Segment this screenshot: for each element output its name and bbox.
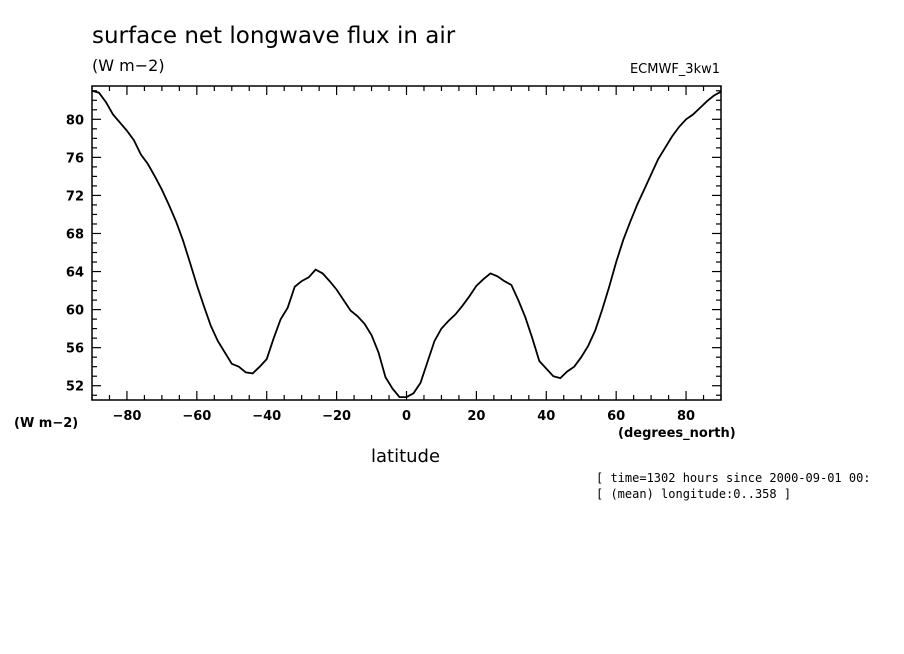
chart-units: (W m−2) xyxy=(92,56,165,75)
y-tick-label: 76 xyxy=(66,151,84,166)
y-tick-label: 80 xyxy=(66,113,84,128)
y-tick-label: 60 xyxy=(66,304,84,319)
y-tick-label: 52 xyxy=(66,380,84,395)
x-tick-label: −80 xyxy=(112,409,141,424)
x-tick-label: 80 xyxy=(677,409,695,424)
chart-title: surface net longwave flux in air xyxy=(92,23,456,49)
axis-ticks xyxy=(91,86,722,400)
x-tick-label: 20 xyxy=(467,409,485,424)
x-axis-unit: (degrees_north) xyxy=(618,426,736,441)
plot-frame xyxy=(91,85,722,401)
y-tick-label: 68 xyxy=(66,227,84,242)
x-tick-label: −20 xyxy=(322,409,351,424)
y-axis-label: (W m−2) xyxy=(14,416,79,431)
x-tick-label: 40 xyxy=(537,409,555,424)
x-tick-label: 0 xyxy=(402,409,411,424)
x-axis-label: latitude xyxy=(371,446,441,467)
longitude-note: [ (mean) longitude:0..358 ] xyxy=(596,487,792,501)
tick-labels: −80 −60 −40 −20 0 20 40 60 80 52 56 60 64 68 72 76 80 xyxy=(66,113,695,424)
y-tick-label: 72 xyxy=(66,189,84,204)
y-tick-label: 56 xyxy=(66,342,84,357)
series-line xyxy=(91,89,722,398)
time-note: [ time=1302 hours since 2000-09-01 00: xyxy=(596,471,871,485)
dataset-label: ECMWF_3kw1 xyxy=(629,62,720,77)
x-tick-label: 60 xyxy=(607,409,625,424)
x-tick-label: −60 xyxy=(182,409,211,424)
x-tick-label: −40 xyxy=(252,409,281,424)
y-tick-label: 64 xyxy=(66,266,84,281)
